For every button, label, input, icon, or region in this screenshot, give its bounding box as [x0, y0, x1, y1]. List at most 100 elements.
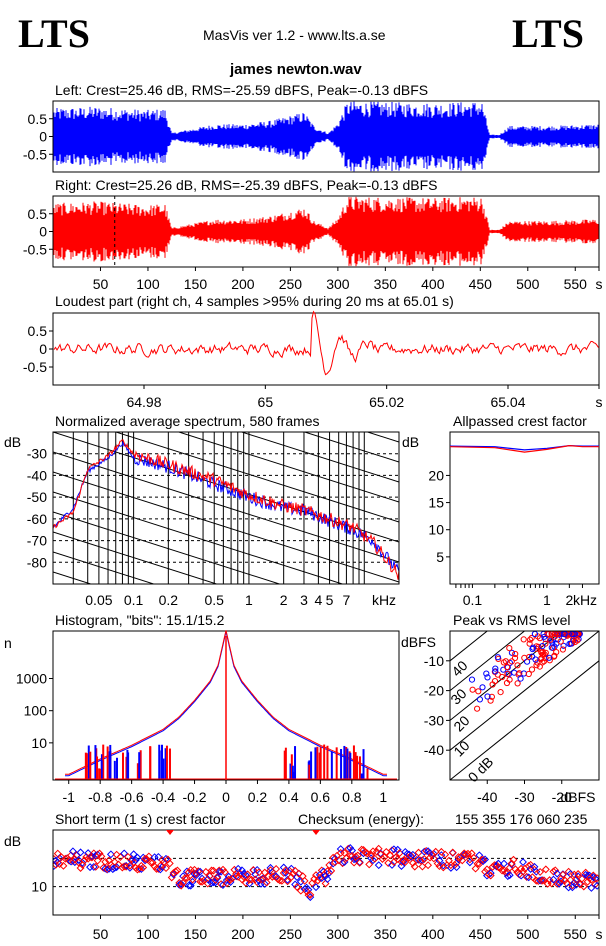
short-term-point-right — [283, 877, 292, 886]
peak-rms-point-right — [539, 648, 546, 655]
peak-rms-crest-label: 10 — [450, 737, 472, 759]
peak-rms-point-right — [546, 657, 553, 664]
crest-ytick-label: 10 — [428, 522, 444, 538]
left-waveform-title: Left: Crest=25.46 dB, RMS=-25.59 dBFS, P… — [55, 82, 429, 98]
crest-series-right — [449, 444, 599, 453]
histogram-ylabel: n — [4, 635, 12, 651]
short-term-point-right — [519, 867, 528, 876]
spectrum-xtick-label: 0.1 — [124, 592, 144, 608]
short-term-point-right — [579, 882, 588, 891]
short-term-point-right — [420, 855, 429, 863]
short-term-point-right — [188, 875, 197, 884]
short-term-point-right — [184, 868, 193, 877]
right-waveform-xtick-label: 50 — [93, 276, 109, 292]
peak-rms-point-right — [526, 640, 533, 647]
spectrum-slope-line — [53, 551, 156, 584]
histogram-xtick-label: 0.4 — [279, 789, 299, 805]
short-term-point-right — [331, 858, 340, 867]
left-waveform-signal — [53, 101, 599, 172]
short-term-point-right — [89, 849, 98, 858]
short-term-point-right — [473, 859, 482, 868]
short-term-point-right — [59, 861, 68, 870]
spectrum-slope-line — [53, 531, 219, 584]
short-term-point-left — [253, 866, 262, 874]
peak-rms-point-right — [489, 681, 496, 688]
short-term-xtick-label: 500 — [516, 926, 540, 942]
right-waveform-xtick-label: 300 — [326, 276, 350, 292]
peak-rms-point-left — [468, 676, 476, 683]
short-term-point-left — [226, 878, 235, 886]
spectrum-ytick-label: -50 — [27, 489, 47, 505]
peak-rms-point-left — [492, 668, 499, 675]
peak-rms-point-right — [520, 636, 527, 643]
short-term-point-right — [300, 876, 309, 885]
short-term-point-right — [139, 863, 148, 872]
right-waveform-xtick-label: 100 — [136, 276, 160, 292]
loudest-xtick-label: 65.02 — [369, 394, 404, 410]
spectrum-series-right — [53, 439, 399, 580]
short-term-point-right — [310, 875, 319, 883]
short-term-point-right — [458, 856, 467, 865]
peak-rms-crest-line — [450, 631, 599, 751]
histogram-xtick-label: 0.8 — [342, 789, 362, 805]
short-term-point-right — [558, 870, 567, 879]
short-term-point-left — [549, 875, 558, 884]
peak-rms-point-left — [508, 649, 515, 656]
histogram-ytick-label: 10 — [31, 735, 47, 751]
short-term-point-left — [215, 867, 224, 876]
short-term-point-left — [203, 875, 212, 884]
right-waveform-xtick-label: 250 — [279, 276, 303, 292]
peak-rms-xtick-label: dBFS — [560, 789, 595, 805]
short-term-point-right — [541, 865, 550, 874]
left-waveform-ytick-label: -0.5 — [23, 146, 47, 162]
peak-rms-xtick-label: -20 — [552, 789, 572, 805]
short-term-point-right — [353, 851, 362, 860]
short-term-point-right — [245, 875, 254, 884]
short-term-point-right — [416, 856, 425, 865]
short-term-point-right — [116, 853, 125, 861]
peak-rms-point-right — [475, 688, 482, 695]
spectrum-xtick-label: 0.2 — [159, 592, 179, 608]
peak-rms-point-right — [502, 658, 509, 665]
short-term-point-right — [275, 876, 284, 885]
short-term-point-right — [395, 849, 404, 858]
short-term-point-right — [431, 847, 440, 856]
logo-right: LTS — [512, 11, 584, 56]
short-term-point-right — [101, 857, 110, 866]
short-term-point-right — [325, 861, 334, 869]
spectrum-ytick-label: -60 — [27, 511, 47, 527]
short-term-point-right — [560, 876, 569, 885]
spectrum-slope-line — [177, 432, 399, 503]
short-term-point-left — [323, 875, 332, 884]
short-term-xtick-label: 300 — [326, 926, 350, 942]
short-term-point-left — [213, 874, 222, 883]
short-term-xtick-label: 250 — [279, 926, 303, 942]
histogram-xtick-label: -1 — [63, 789, 76, 805]
short-term-point-left — [393, 845, 402, 854]
short-term-point-right — [448, 848, 457, 857]
short-term-point-left — [237, 866, 246, 875]
spectrum-frame — [52, 431, 400, 585]
peak-rms-point-left — [541, 633, 548, 640]
short-term-point-right — [486, 871, 495, 880]
spectrum-ytick-label: -80 — [27, 554, 47, 570]
short-term-point-left — [408, 850, 417, 859]
short-term-point-right — [177, 881, 186, 890]
short-term-point-right — [359, 846, 368, 854]
short-term-point-right — [509, 855, 518, 864]
peak-rms-point-right — [469, 686, 476, 693]
short-term-point-right — [219, 865, 227, 874]
short-term-point-left — [131, 856, 140, 865]
right-waveform-ytick-label: -0.5 — [23, 241, 47, 257]
short-term-point-right — [539, 876, 548, 885]
right-waveform-xtick-label: 200 — [231, 276, 255, 292]
right-waveform-xtick-label: s — [596, 276, 603, 292]
short-term-point-right — [382, 847, 391, 856]
short-term-point-left — [125, 863, 134, 872]
spectrum-slope-line — [302, 432, 399, 463]
short-term-point-right — [522, 872, 531, 881]
spectrum-xtick-label: 0.5 — [204, 592, 224, 608]
short-term-point-right — [162, 864, 170, 873]
short-term-point-left — [519, 858, 527, 866]
short-term-point-right — [429, 854, 438, 863]
